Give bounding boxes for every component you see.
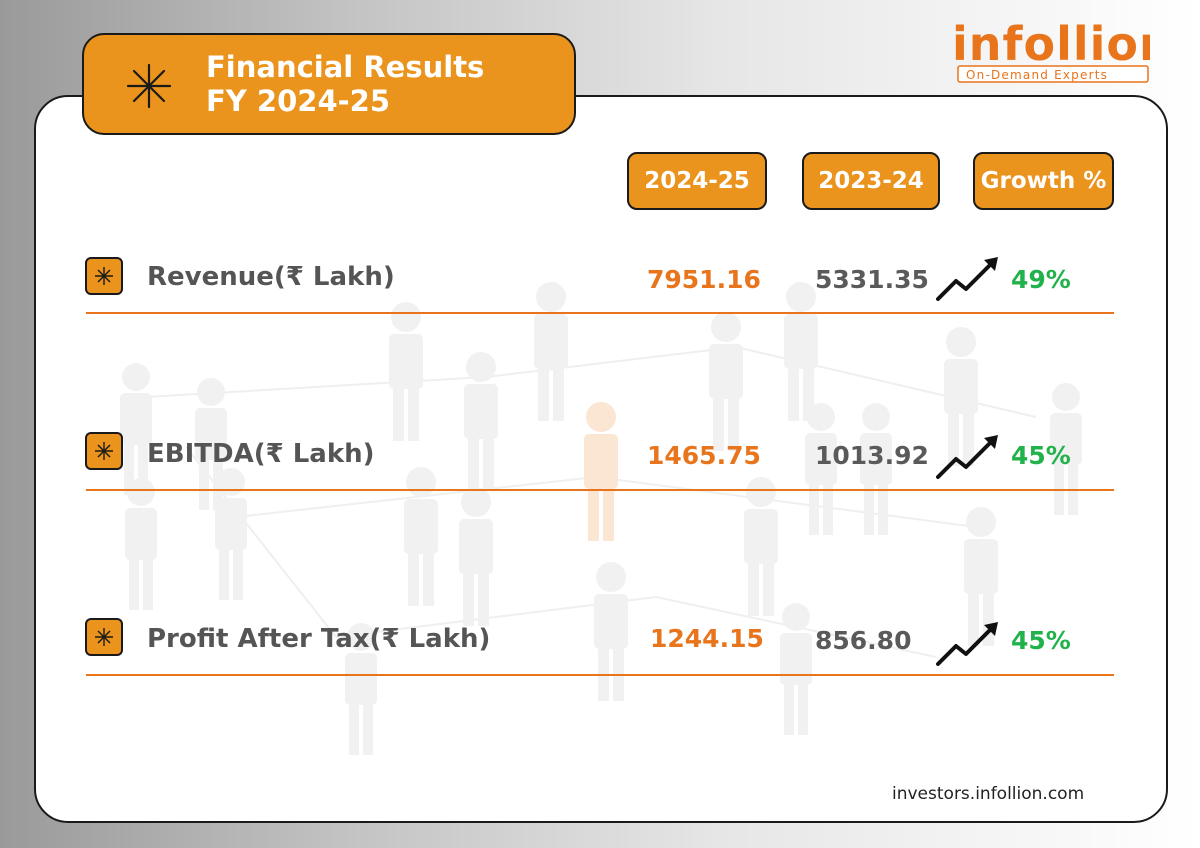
ebitda-growth: 45% bbox=[1011, 441, 1071, 470]
pat-label: Profit After Tax(₹ Lakh) bbox=[147, 624, 491, 654]
revenue-label: Revenue(₹ Lakh) bbox=[147, 262, 395, 292]
pat-growth: 45% bbox=[1011, 626, 1071, 655]
ebitda-current-value: 1465.75 bbox=[647, 441, 761, 470]
ebitda-asterisk-icon bbox=[85, 432, 123, 470]
column-header-previous: 2023-24 bbox=[802, 152, 940, 210]
asterisk-icon bbox=[126, 63, 172, 109]
logo-tagline: On-Demand Experts bbox=[966, 68, 1108, 82]
pat-asterisk-icon bbox=[85, 618, 123, 656]
people-network-background bbox=[120, 282, 1082, 755]
ebitda-label: EBITDA(₹ Lakh) bbox=[147, 439, 375, 469]
trend-up-icon bbox=[936, 435, 998, 479]
trend-up-icon bbox=[936, 257, 998, 301]
investor-site-url: investors.infollion.com bbox=[892, 784, 1085, 804]
column-header-current: 2024-25 bbox=[627, 152, 767, 210]
row-divider bbox=[86, 489, 1114, 491]
pat-current-value: 1244.15 bbox=[650, 624, 764, 653]
trend-up-icon bbox=[936, 622, 998, 666]
results-card bbox=[34, 95, 1168, 823]
revenue-current-value: 7951.16 bbox=[647, 265, 761, 294]
row-divider bbox=[86, 674, 1114, 676]
title-line-1: Financial Results bbox=[206, 50, 485, 84]
revenue-growth: 49% bbox=[1011, 265, 1071, 294]
revenue-asterisk-icon bbox=[85, 257, 123, 295]
title-line-2: FY 2024-25 bbox=[206, 84, 391, 118]
page-title: Financial Results FY 2024-25 bbox=[206, 50, 484, 118]
ebitda-previous-value: 1013.92 bbox=[815, 441, 929, 470]
revenue-previous-value: 5331.35 bbox=[815, 265, 929, 294]
logo-wordmark: infollion bbox=[952, 17, 1150, 71]
column-header-growth: Growth % bbox=[973, 152, 1114, 210]
title-banner bbox=[82, 33, 576, 135]
infollion-logo: infollion On-Demand Experts bbox=[952, 17, 1150, 83]
row-divider bbox=[86, 312, 1114, 314]
pat-previous-value: 856.80 bbox=[815, 626, 912, 655]
